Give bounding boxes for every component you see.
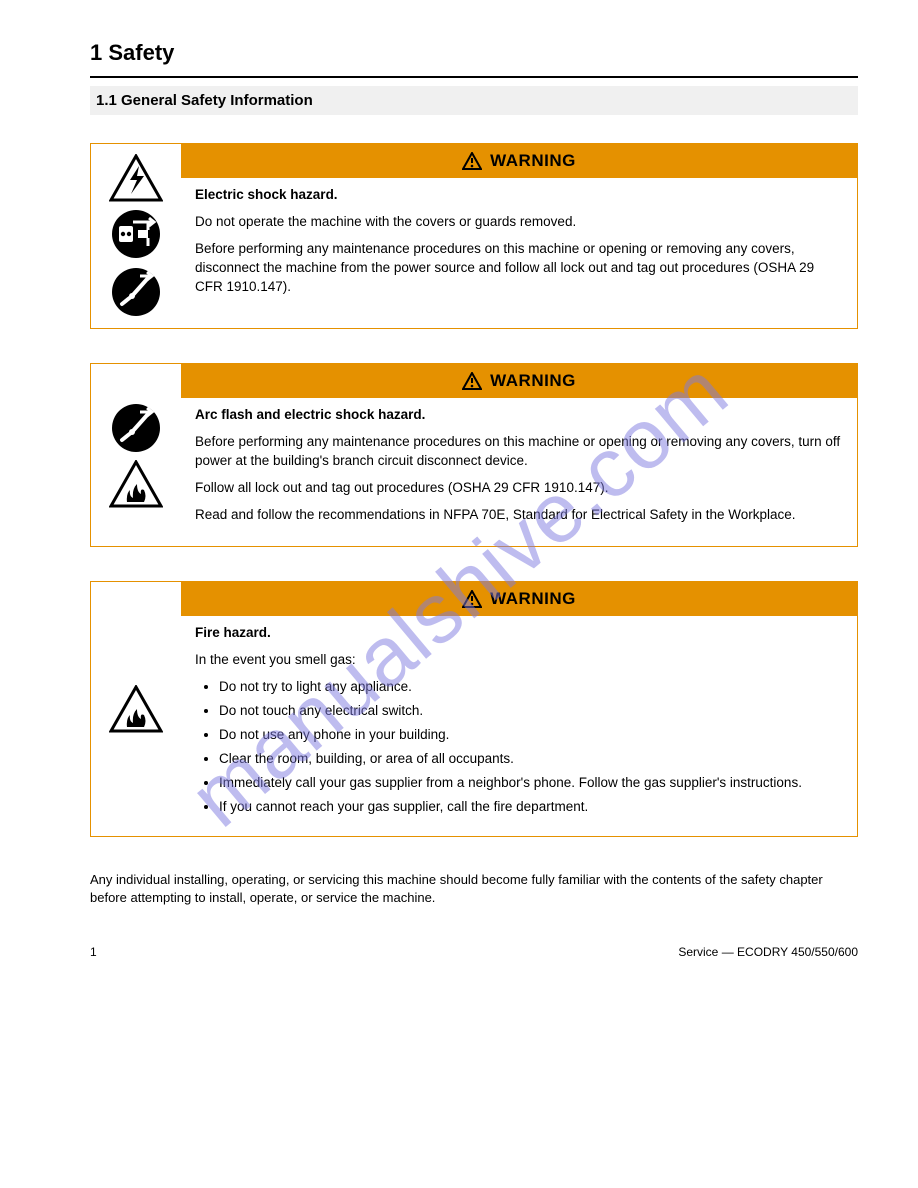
page-header: 1 Safety 1.1 General Safety Information (90, 40, 858, 115)
warning-text: Follow all lock out and tag out procedur… (195, 479, 843, 498)
warning-body: Electric shock hazard. Do not operate th… (181, 178, 857, 318)
warning-body: Fire hazard. In the event you smell gas:… (181, 616, 857, 835)
alert-triangle-icon (462, 152, 482, 170)
electric-shock-icon (109, 154, 163, 202)
warning-box: WARNING Arc flash and electric shock haz… (90, 363, 858, 547)
list-item: Do not try to light any appliance. (219, 678, 843, 697)
warning-text: Read and follow the recommendations in N… (195, 506, 843, 525)
warning-text: Before performing any maintenance proced… (195, 433, 843, 471)
list-item: Clear the room, building, or area of all… (219, 750, 843, 769)
warning-list: Do not try to light any appliance. Do no… (195, 678, 843, 816)
list-item: Do not touch any electrical switch. (219, 702, 843, 721)
warning-header: WARNING (181, 364, 857, 398)
page-number: 1 (90, 945, 97, 959)
warning-lead: Fire hazard. (195, 625, 271, 640)
alert-triangle-icon (462, 372, 482, 390)
warning-header-text: WARNING (490, 371, 576, 391)
warning-icons (91, 364, 181, 546)
list-item: If you cannot reach your gas supplier, c… (219, 798, 843, 817)
subsection-title: 1.1 General Safety Information (90, 86, 858, 115)
page-footer: 1 Service — ECODRY 450/550/600 (90, 927, 858, 959)
doc-title: Service — ECODRY 450/550/600 (678, 945, 858, 959)
alert-triangle-icon (462, 590, 482, 608)
warning-content: WARNING Fire hazard. In the event you sm… (181, 582, 857, 835)
warning-header: WARNING (181, 144, 857, 178)
warning-header-text: WARNING (490, 151, 576, 171)
disconnect-switch-icon (110, 266, 162, 318)
warning-intro: In the event you smell gas: (195, 651, 843, 670)
warning-text: Do not operate the machine with the cove… (195, 213, 843, 232)
unplug-icon (110, 208, 162, 260)
warning-box: WARNING Fire hazard. In the event you sm… (90, 581, 858, 836)
warning-content: WARNING Arc flash and electric shock haz… (181, 364, 857, 546)
summary-text: Any individual installing, operating, or… (90, 871, 858, 907)
warning-icons (91, 582, 181, 835)
warning-text: Before performing any maintenance proced… (195, 240, 843, 297)
warning-icons (91, 144, 181, 328)
list-item: Immediately call your gas supplier from … (219, 774, 843, 793)
warning-lead: Electric shock hazard. (195, 187, 338, 202)
section-title: 1 Safety (90, 40, 858, 66)
warning-header-text: WARNING (490, 589, 576, 609)
warning-lead: Arc flash and electric shock hazard. (195, 407, 425, 422)
fire-hazard-icon (109, 685, 163, 733)
warning-body: Arc flash and electric shock hazard. Bef… (181, 398, 857, 546)
fire-hazard-icon (109, 460, 163, 508)
warning-box: WARNING Electric shock hazard. Do not op… (90, 143, 858, 329)
warning-content: WARNING Electric shock hazard. Do not op… (181, 144, 857, 328)
warning-header: WARNING (181, 582, 857, 616)
list-item: Do not use any phone in your building. (219, 726, 843, 745)
disconnect-switch-icon (110, 402, 162, 454)
header-rule (90, 76, 858, 78)
